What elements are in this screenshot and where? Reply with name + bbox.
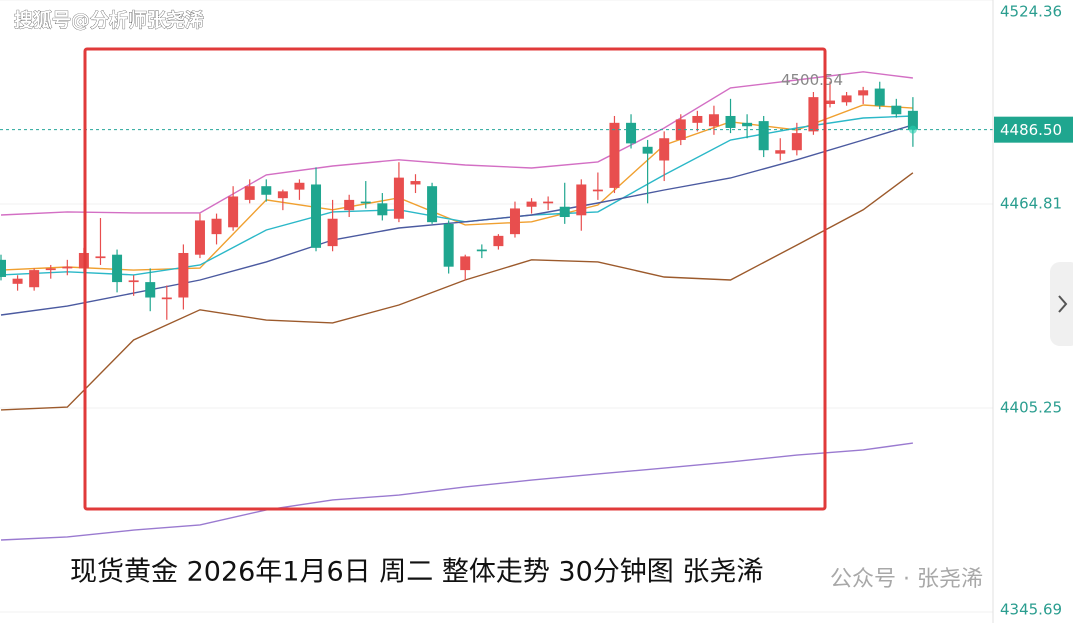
candle-body — [178, 252, 189, 298]
candle-body — [327, 218, 338, 247]
candle-body — [825, 100, 835, 104]
candle-body — [841, 95, 852, 103]
chevron-icon[interactable] — [1058, 295, 1068, 313]
scroll-button[interactable] — [1050, 262, 1073, 346]
candle-body — [543, 201, 554, 204]
candle-body — [758, 121, 769, 151]
y-tick-label: 4524.36 — [1000, 3, 1062, 21]
candle-body — [592, 189, 603, 192]
candle-body — [509, 208, 520, 235]
candle-body — [393, 177, 404, 219]
candle-body — [244, 186, 255, 200]
candle-body — [626, 122, 637, 144]
candle-body — [360, 201, 371, 204]
candle-body — [161, 297, 172, 300]
candle-body — [128, 280, 139, 283]
candle-body — [708, 114, 719, 127]
candle-body — [642, 146, 653, 154]
candle-body — [29, 270, 40, 288]
candle-body — [659, 138, 670, 161]
candle-body — [808, 97, 819, 132]
candle-body — [493, 235, 504, 247]
y-tick-label: 4464.81 — [1000, 194, 1062, 212]
candle-body — [476, 249, 487, 252]
candle-body — [311, 184, 322, 248]
candle-body — [891, 105, 902, 115]
candle-body — [145, 282, 156, 298]
candle-body — [725, 115, 736, 128]
candle-body — [443, 223, 454, 267]
max-label: 4500.54 — [781, 71, 843, 89]
last-price-label: 4486.50 — [1000, 121, 1062, 139]
candle-body — [874, 88, 885, 106]
candle-body — [791, 133, 802, 151]
candle-body — [95, 256, 106, 259]
candle-body — [12, 278, 23, 284]
candle-body — [277, 191, 288, 199]
candle-body — [609, 122, 620, 188]
watermark: 搜狐号@分析师张尧浠 — [14, 9, 204, 32]
candle-body — [0, 259, 6, 277]
candle-body — [228, 196, 239, 228]
indicator-line — [0, 124, 914, 316]
candle-body — [194, 220, 205, 255]
candle-body — [907, 110, 918, 130]
last-price-dot — [908, 125, 917, 134]
indicator-line — [0, 104, 913, 271]
candle-body — [62, 266, 73, 269]
indicator-line — [0, 71, 913, 216]
candle-body — [427, 186, 438, 223]
candle-body — [775, 150, 786, 154]
plot-area: 4500.54 — [0, 0, 993, 613]
candle-body — [576, 184, 587, 216]
candle-body — [526, 201, 537, 207]
scroll-button-bg[interactable] — [1050, 262, 1073, 346]
candle-body — [211, 218, 222, 235]
candle-body — [410, 181, 421, 185]
candle-body — [559, 206, 570, 218]
candle-body — [344, 199, 355, 211]
candle-body — [377, 203, 388, 216]
highlight-box — [83, 47, 827, 511]
last-price-box — [994, 116, 1073, 143]
candle-body — [261, 186, 272, 195]
y-tick-label: 4345.69 — [1000, 601, 1062, 619]
candle-body — [692, 115, 703, 123]
caption: 现货黄金 2026年1月6日 周二 整体走势 30分钟图 张尧浠 — [70, 557, 763, 588]
y-tick-label: 4405.25 — [1000, 398, 1062, 416]
candle-body — [45, 268, 56, 271]
indicator-line — [0, 442, 913, 541]
candle-body — [460, 256, 471, 271]
candle-body — [294, 182, 305, 190]
candle-body — [112, 254, 123, 283]
candle-body — [858, 90, 869, 96]
candle-body — [742, 122, 753, 127]
credit: 公众号 · 张尧浠 — [830, 567, 983, 592]
